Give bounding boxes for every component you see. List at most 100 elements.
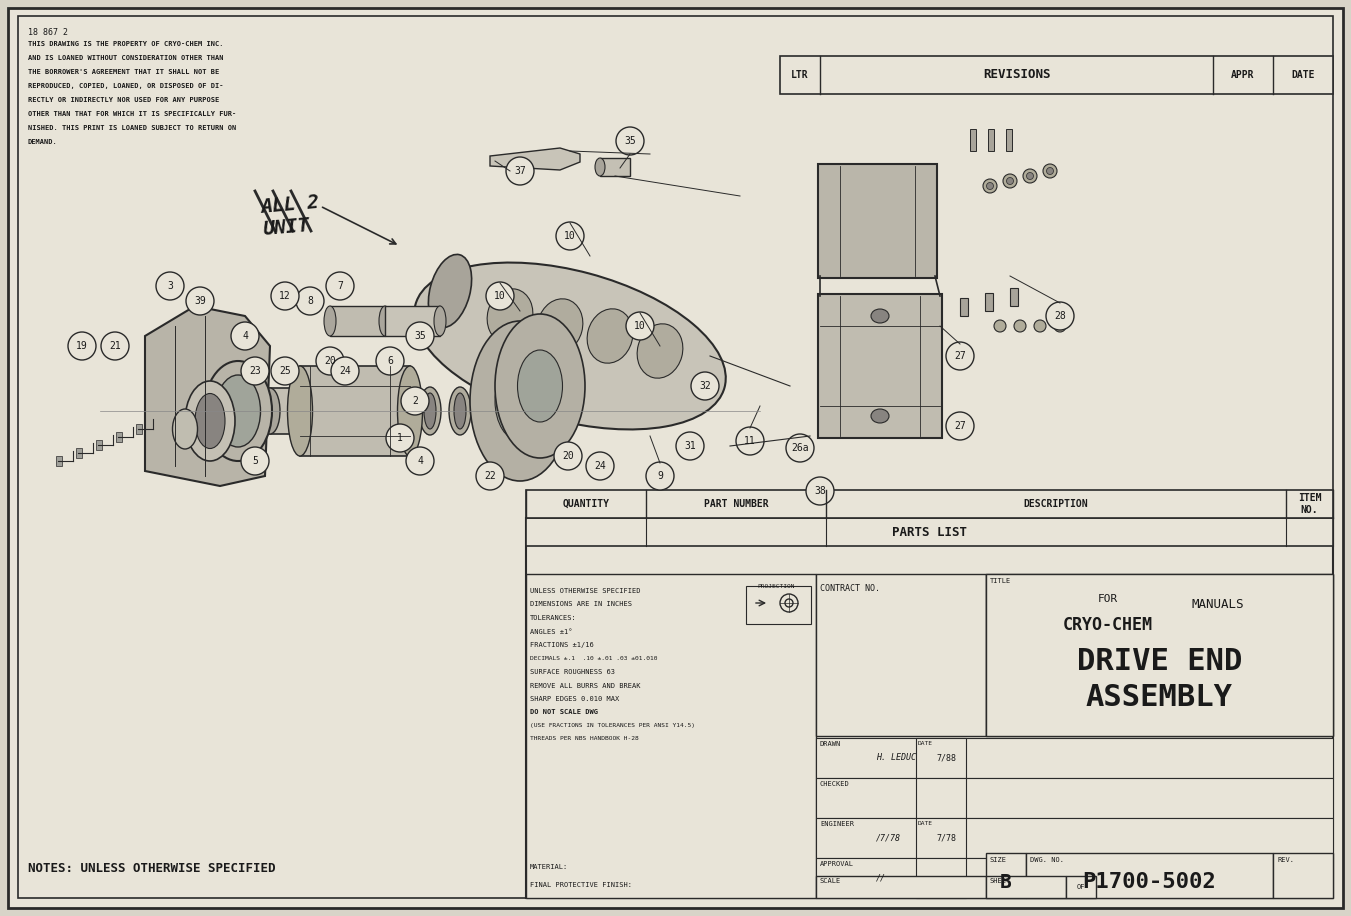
Text: CRYO-CHEM: CRYO-CHEM (1062, 616, 1152, 634)
Text: FINAL PROTECTIVE FINISH:: FINAL PROTECTIVE FINISH: (530, 882, 632, 888)
Text: 27: 27 (954, 421, 966, 431)
Bar (1066, 876, 1096, 898)
Text: REMOVE ALL BURRS AND BREAK: REMOVE ALL BURRS AND BREAK (530, 682, 640, 689)
Circle shape (736, 427, 765, 455)
Polygon shape (490, 148, 580, 170)
Text: 27: 27 (954, 351, 966, 361)
Text: SIZE: SIZE (990, 857, 1006, 863)
Bar (136, 424, 142, 434)
Text: ANGLES ±1°: ANGLES ±1° (530, 628, 573, 635)
Text: 20: 20 (324, 356, 336, 366)
Text: 31: 31 (684, 441, 696, 451)
Text: H. LEDUC: H. LEDUC (875, 754, 916, 762)
Ellipse shape (1023, 169, 1038, 183)
Ellipse shape (871, 309, 889, 323)
Text: DWG. NO.: DWG. NO. (1029, 857, 1065, 863)
Text: 26a: 26a (792, 443, 809, 453)
Ellipse shape (984, 179, 997, 193)
Bar (985, 293, 993, 311)
Bar (76, 448, 82, 458)
Text: TOLERANCES:: TOLERANCES: (530, 615, 577, 621)
Text: 18 867 2: 18 867 2 (28, 28, 68, 37)
Bar (96, 440, 101, 450)
Text: SHARP EDGES 0.010 MAX: SHARP EDGES 0.010 MAX (530, 696, 619, 702)
Circle shape (331, 357, 359, 385)
Text: (USE FRACTIONS IN TOLERANCES PER ANSI Y14.5): (USE FRACTIONS IN TOLERANCES PER ANSI Y1… (530, 723, 694, 728)
Circle shape (646, 462, 674, 490)
Circle shape (690, 372, 719, 400)
Text: 25: 25 (280, 366, 290, 376)
Ellipse shape (588, 309, 632, 363)
Text: 24: 24 (594, 461, 605, 471)
Bar (55, 456, 62, 466)
Circle shape (386, 424, 413, 452)
Text: FOR: FOR (1097, 594, 1117, 604)
Ellipse shape (538, 299, 582, 354)
Ellipse shape (204, 361, 272, 461)
Text: DESCRIPTION: DESCRIPTION (1024, 499, 1089, 509)
Ellipse shape (494, 361, 544, 441)
Circle shape (1046, 302, 1074, 330)
Text: PARTS LIST: PARTS LIST (892, 526, 967, 539)
Text: 10: 10 (565, 231, 576, 241)
Text: LTR: LTR (792, 70, 809, 80)
Text: RECTLY OR INDIRECTLY NOR USED FOR ANY PURPOSE: RECTLY OR INDIRECTLY NOR USED FOR ANY PU… (28, 97, 219, 103)
Circle shape (316, 347, 345, 375)
Bar (816, 876, 986, 898)
Circle shape (401, 387, 430, 415)
Bar (816, 858, 1333, 898)
Ellipse shape (1015, 320, 1025, 332)
Ellipse shape (454, 393, 466, 429)
Ellipse shape (288, 366, 312, 456)
Ellipse shape (494, 314, 585, 458)
Text: DRIVE END
ASSEMBLY: DRIVE END ASSEMBLY (1077, 647, 1242, 712)
Ellipse shape (324, 306, 336, 336)
Bar (746, 586, 811, 624)
Text: DEMAND.: DEMAND. (28, 139, 58, 145)
Text: QUANTITY: QUANTITY (562, 499, 609, 509)
Text: 1: 1 (397, 433, 403, 443)
Bar (526, 490, 1333, 518)
Circle shape (786, 434, 815, 462)
Text: 32: 32 (698, 381, 711, 391)
Text: NOTES: UNLESS OTHERWISE SPECIFIED: NOTES: UNLESS OTHERWISE SPECIFIED (28, 862, 276, 875)
Ellipse shape (480, 387, 501, 435)
Ellipse shape (638, 324, 682, 378)
Ellipse shape (415, 263, 725, 430)
Bar (916, 818, 966, 858)
Text: DATE: DATE (1292, 70, 1315, 80)
Text: MANUALS: MANUALS (1192, 598, 1244, 611)
Bar (600, 158, 630, 176)
Bar (1273, 853, 1333, 898)
Ellipse shape (449, 387, 471, 435)
Text: //: // (875, 874, 886, 882)
Circle shape (296, 287, 324, 315)
Bar (300, 366, 409, 456)
Text: FRACTIONS ±1/16: FRACTIONS ±1/16 (530, 642, 593, 648)
Text: 24: 24 (339, 366, 351, 376)
Text: 8: 8 (307, 296, 313, 306)
Text: 35: 35 (415, 331, 426, 341)
Text: APPR: APPR (1231, 70, 1255, 80)
Text: UNLESS OTHERWISE SPECIFIED: UNLESS OTHERWISE SPECIFIED (530, 588, 640, 594)
Circle shape (407, 322, 434, 350)
Text: 28: 28 (1054, 311, 1066, 321)
Text: TITLE: TITLE (990, 578, 1012, 584)
Text: ENGINEER: ENGINEER (820, 821, 854, 827)
Text: 5: 5 (253, 456, 258, 466)
Text: 10: 10 (494, 291, 505, 301)
Bar (986, 574, 1333, 736)
Polygon shape (145, 306, 270, 486)
Text: DECIMALS ±.1  .10 ±.01 .03 ±01.010: DECIMALS ±.1 .10 ±.01 .03 ±01.010 (530, 656, 658, 660)
Bar (986, 876, 1066, 898)
Circle shape (101, 332, 128, 360)
Text: MATERIAL:: MATERIAL: (530, 864, 569, 870)
Circle shape (554, 442, 582, 470)
Bar (986, 853, 1025, 898)
Bar (780, 56, 1333, 94)
Circle shape (616, 127, 644, 155)
Ellipse shape (517, 350, 562, 422)
Text: ALL 2
UNIT: ALL 2 UNIT (259, 193, 322, 239)
Ellipse shape (986, 182, 993, 190)
Text: 4: 4 (242, 331, 249, 341)
